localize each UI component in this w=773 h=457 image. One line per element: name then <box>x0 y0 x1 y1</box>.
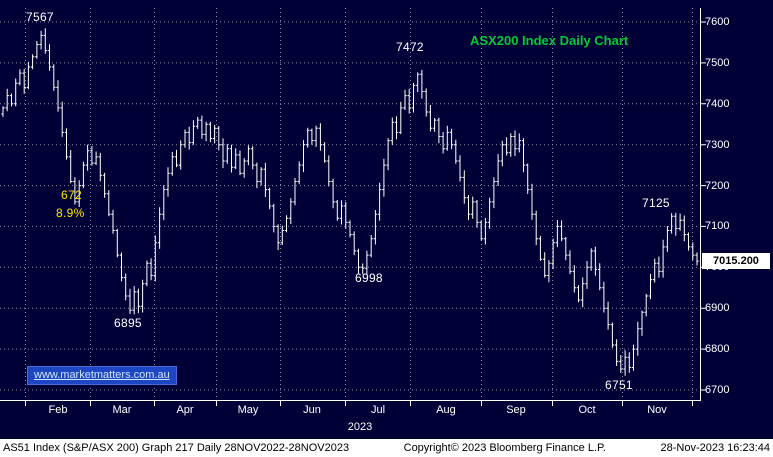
y-axis-tick-7600: 7600 <box>705 16 730 28</box>
annotation-jul-low: 6998 <box>355 271 383 285</box>
x-axis-month-apr: Apr <box>176 404 194 416</box>
x-axis-month-oct: Oct <box>578 404 596 416</box>
marketmatters-link[interactable]: www.marketmatters.com.au <box>27 366 177 385</box>
y-axis-tick-6900: 6900 <box>705 302 730 314</box>
price-bars <box>1 28 699 376</box>
x-axis-month-mar: Mar <box>112 404 132 416</box>
x-axis-month-sep: Sep <box>506 404 526 416</box>
axis-frame <box>0 8 706 406</box>
y-axis-tick-6800: 6800 <box>705 343 730 355</box>
annotation-oct-low: 6751 <box>605 378 633 392</box>
annotation-jul-high: 7472 <box>396 40 424 54</box>
y-axis-tick-7400: 7400 <box>705 98 730 110</box>
x-axis-month-nov: Nov <box>647 404 667 416</box>
status-copyright: Copyright© 2023 Bloomberg Finance L.P. <box>403 442 606 454</box>
status-bar: AS51 Index (S&P/ASX 200) Graph 217 Daily… <box>0 439 773 457</box>
y-axis-tick-7500: 7500 <box>705 57 730 69</box>
annotation-mar-low: 6895 <box>114 316 142 330</box>
x-axis-month-aug: Aug <box>436 404 456 416</box>
annotation-feb-high: 7567 <box>26 10 54 24</box>
x-axis-month-jun: Jun <box>303 404 321 416</box>
price-chart-canvas[interactable] <box>0 0 773 439</box>
x-axis-month-feb: Feb <box>48 404 68 416</box>
annotation-drawdown-points: 672 <box>61 188 82 202</box>
annotation-drawdown-pct: 8.9% <box>56 206 85 220</box>
last-price-badge: 7015.200 <box>702 253 770 269</box>
annotation-nov-high: 7125 <box>642 196 670 210</box>
grid-lines <box>0 8 700 400</box>
y-axis-tick-7200: 7200 <box>705 180 730 192</box>
y-axis-tick-6700: 6700 <box>705 384 730 396</box>
x-axis-year: 2023 <box>347 421 373 433</box>
x-axis-month-may: May <box>237 404 259 416</box>
chart-title: ASX200 Index Daily Chart <box>470 33 629 48</box>
x-axis-month-jul: Jul <box>370 404 386 416</box>
y-axis-tick-7100: 7100 <box>705 220 730 232</box>
y-axis-tick-7300: 7300 <box>705 139 730 151</box>
status-timestamp: 28-Nov-2023 16:23:44 <box>660 442 770 454</box>
status-instrument: AS51 Index (S&P/ASX 200) Graph 217 Daily… <box>3 442 350 454</box>
